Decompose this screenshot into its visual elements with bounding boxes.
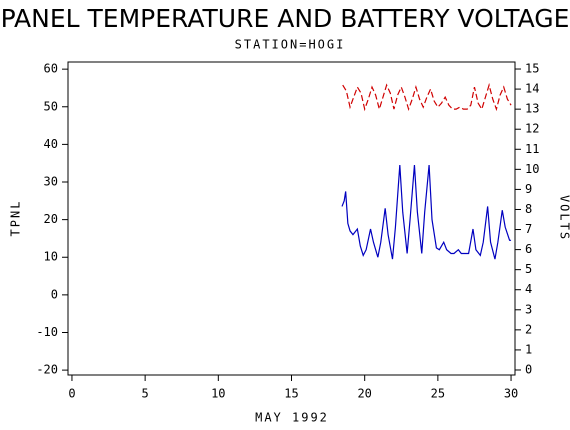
y2-axis-label: VOLTS	[558, 195, 570, 241]
y2-tick-label: 1	[525, 342, 532, 356]
y-tick-label: 50	[44, 99, 58, 113]
data-line	[341, 165, 512, 260]
y-tick-label: 30	[44, 175, 58, 189]
x-tick-label: 15	[284, 387, 298, 401]
y2-tick-label: 14	[525, 82, 539, 96]
y-tick-label: 10	[44, 250, 58, 264]
y2-tick-label: 0	[525, 362, 532, 376]
y2-tick-label: 3	[525, 302, 532, 316]
data-line	[342, 82, 512, 112]
x-tick-label: 0	[68, 387, 75, 401]
y-tick-label: 0	[51, 287, 58, 301]
y2-tick-label: 2	[525, 322, 532, 336]
y2-tick-label: 8	[525, 202, 532, 216]
y2-tick-label: 11	[525, 142, 539, 156]
y-tick-label: 40	[44, 137, 58, 151]
y2-tick-label: 9	[525, 182, 532, 196]
x-tick-label: 25	[431, 387, 445, 401]
y-tick-label: 20	[44, 212, 58, 226]
y-tick-label: -20	[36, 363, 58, 377]
y2-tick-label: 15	[525, 62, 539, 76]
chart-title: PANEL TEMPERATURE AND BATTERY VOLTAGE	[1, 4, 570, 33]
y2-tick-label: 12	[525, 122, 539, 136]
y2-tick-label: 5	[525, 262, 532, 276]
y-tick-label: -10	[36, 325, 58, 339]
y-axis-label: TPNL	[9, 200, 23, 237]
y2-tick-label: 10	[525, 162, 539, 176]
x-axis-label: MAY 1992	[255, 411, 329, 425]
y2-tick-label: 13	[525, 102, 539, 116]
y2-tick-label: 6	[525, 242, 532, 256]
plot-frame	[67, 61, 516, 376]
chart-subtitle: STATION=HOGI	[235, 38, 346, 52]
y2-tick-label: 7	[525, 222, 532, 236]
x-tick-label: 10	[211, 387, 225, 401]
y-tick-label: 60	[44, 62, 58, 76]
x-tick-label: 5	[142, 387, 149, 401]
y2-tick-label: 4	[525, 282, 532, 296]
x-tick-label: 30	[504, 387, 518, 401]
x-tick-label: 20	[357, 387, 371, 401]
